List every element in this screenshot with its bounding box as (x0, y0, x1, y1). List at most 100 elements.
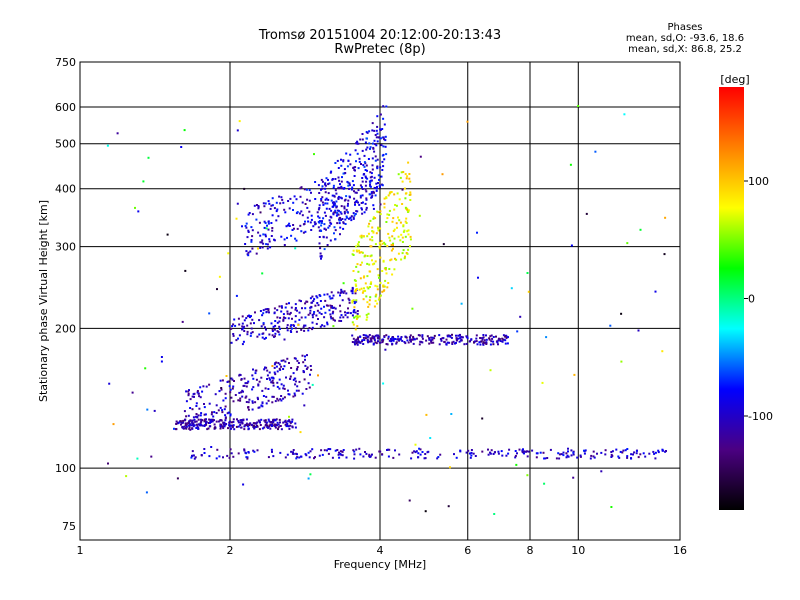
echo-point (257, 384, 260, 387)
echo-point (256, 396, 259, 399)
echo-point (242, 340, 245, 343)
echo-point (565, 452, 568, 455)
echo-point (378, 185, 381, 188)
echo-point (357, 340, 360, 343)
echo-point (208, 383, 211, 386)
echo-point (263, 419, 266, 422)
echo-point (222, 456, 224, 459)
echo-point (409, 245, 411, 248)
echo-point (280, 365, 283, 368)
echo-point (352, 311, 355, 314)
echo-point (306, 198, 309, 201)
echo-point (383, 289, 386, 292)
echo-point (203, 448, 206, 450)
echo-point (359, 263, 362, 266)
echo-point (330, 317, 333, 320)
echo-point (258, 333, 261, 336)
echo-point (648, 452, 651, 455)
echo-point (273, 239, 276, 242)
echo-point (619, 450, 622, 453)
echo-point (567, 450, 569, 453)
echo-point (348, 301, 351, 304)
echo-point (249, 422, 251, 425)
echo-point (239, 419, 242, 422)
echo-point (187, 390, 190, 393)
echo-point (246, 315, 249, 318)
echo-point (282, 319, 285, 322)
echo-point (258, 221, 261, 224)
echo-point (326, 321, 329, 324)
echo-point (182, 427, 185, 430)
echo-point (262, 309, 265, 312)
echo-point (315, 295, 318, 298)
echo-point (357, 167, 360, 170)
echo-point (358, 341, 360, 344)
echo-point (358, 249, 360, 252)
echo-point (654, 290, 657, 293)
echo-point (358, 447, 361, 450)
echo-point (377, 136, 380, 139)
echo-point (583, 449, 585, 452)
echo-point (196, 391, 199, 394)
echo-point (306, 206, 309, 209)
echo-point (285, 421, 288, 424)
echo-point (286, 324, 289, 327)
echo-point (277, 215, 280, 218)
echo-point (411, 338, 414, 341)
echo-point (477, 276, 479, 279)
echo-point (298, 456, 301, 459)
echo-point (367, 287, 370, 290)
echo-point (311, 316, 314, 319)
echo-point (361, 340, 363, 343)
echo-point (389, 239, 392, 242)
echo-point (316, 296, 319, 299)
echo-point (312, 225, 315, 228)
echo-point (215, 457, 218, 460)
echo-point (238, 391, 241, 394)
echo-point (419, 340, 422, 343)
echo-point (620, 360, 623, 363)
grid-lines (80, 62, 680, 540)
echo-point (300, 210, 303, 213)
echo-point (353, 214, 356, 217)
echo-point (400, 258, 403, 261)
echo-point (361, 208, 363, 211)
echo-point (414, 443, 417, 446)
echo-point (374, 295, 377, 298)
echo-point (332, 294, 335, 297)
echo-point (481, 417, 484, 420)
echo-point (352, 449, 355, 452)
echo-point (239, 421, 242, 424)
colorbar-tick-label: 100 (748, 175, 769, 188)
x-tick-label: 4 (377, 544, 384, 557)
echo-point (232, 385, 235, 388)
echo-point (661, 350, 664, 353)
echo-point (367, 305, 370, 308)
echo-point (292, 224, 295, 226)
echo-point (305, 454, 308, 457)
echo-point (301, 354, 304, 357)
echo-point (497, 450, 500, 453)
echo-point (604, 453, 607, 456)
echo-point (270, 381, 273, 384)
echo-point (387, 335, 390, 338)
echo-point (610, 453, 613, 456)
echo-point (375, 136, 378, 139)
echo-point (290, 306, 293, 309)
echo-point (351, 341, 354, 343)
echo-point (318, 242, 321, 245)
echo-point (373, 339, 376, 342)
echo-point (271, 450, 273, 453)
echo-point (373, 176, 376, 179)
echo-point (447, 505, 450, 508)
echo-point (639, 228, 642, 231)
echo-point (290, 450, 293, 453)
echo-point (231, 325, 234, 328)
echo-point (350, 188, 353, 191)
echo-point (357, 201, 359, 204)
echo-point (585, 212, 588, 215)
echo-point (379, 210, 382, 213)
echo-point (334, 319, 336, 322)
echo-point (489, 343, 492, 346)
echo-point (338, 451, 340, 454)
